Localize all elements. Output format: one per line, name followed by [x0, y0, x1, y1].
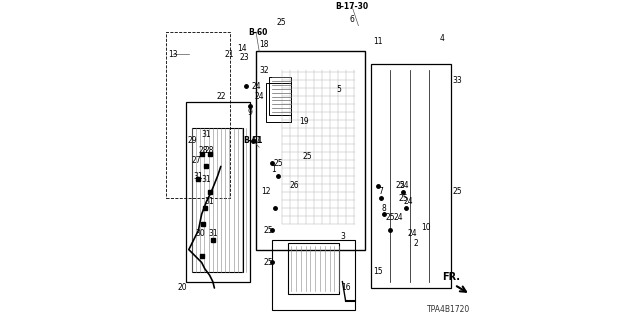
Text: 20: 20	[177, 284, 188, 292]
Text: 31: 31	[202, 175, 211, 184]
Bar	[288, 243, 339, 294]
Text: 23: 23	[240, 53, 250, 62]
Text: B-17-30: B-17-30	[335, 2, 369, 11]
Bar	[266, 83, 291, 122]
Text: 31: 31	[208, 229, 218, 238]
Text: 24: 24	[408, 229, 418, 238]
Text: 25: 25	[385, 213, 396, 222]
Text: 27: 27	[192, 156, 202, 164]
Text: 12: 12	[261, 188, 270, 196]
Text: 25: 25	[273, 159, 284, 168]
Text: 1: 1	[271, 165, 276, 174]
Text: 15: 15	[372, 268, 383, 276]
Text: 29: 29	[187, 136, 197, 145]
Text: 9: 9	[247, 108, 252, 116]
Text: B-60: B-60	[248, 28, 268, 36]
Text: 7: 7	[378, 188, 383, 196]
Text: 33: 33	[452, 76, 463, 84]
Text: 2: 2	[413, 239, 419, 248]
Text: 6: 6	[349, 15, 355, 24]
Text: 8: 8	[381, 204, 387, 212]
Bar	[256, 51, 365, 250]
Text: 17: 17	[251, 136, 261, 145]
Text: 11: 11	[373, 37, 382, 46]
Text: 32: 32	[259, 66, 269, 75]
Text: 25: 25	[264, 258, 274, 267]
Text: 24: 24	[251, 82, 261, 91]
Bar	[166, 32, 230, 198]
Text: 31: 31	[205, 197, 214, 206]
Text: 24: 24	[403, 197, 413, 206]
Text: 22: 22	[216, 92, 225, 100]
Text: 16: 16	[340, 284, 351, 292]
Text: 25: 25	[398, 194, 408, 203]
Text: 28: 28	[198, 146, 208, 155]
Text: 28: 28	[205, 146, 214, 155]
Text: 24: 24	[254, 92, 264, 100]
Text: 31: 31	[202, 130, 211, 139]
Text: 25: 25	[452, 188, 463, 196]
Text: 10: 10	[420, 223, 431, 232]
Text: 25: 25	[302, 152, 312, 161]
Text: B-61: B-61	[243, 136, 262, 145]
Text: 4: 4	[439, 34, 444, 43]
Text: 19: 19	[299, 117, 309, 126]
Text: 5: 5	[337, 85, 342, 94]
Text: 14: 14	[237, 44, 246, 52]
Text: 25: 25	[395, 181, 405, 190]
Bar	[272, 240, 355, 310]
Bar	[192, 128, 243, 272]
Text: TPA4B1720: TPA4B1720	[427, 305, 470, 314]
Text: 26: 26	[289, 181, 300, 190]
Text: 3: 3	[340, 232, 345, 241]
Bar	[186, 102, 250, 282]
Text: FR.: FR.	[442, 272, 460, 282]
Text: 31: 31	[193, 172, 204, 180]
Bar	[269, 77, 291, 115]
Text: 21: 21	[224, 50, 234, 59]
Text: 25: 25	[276, 18, 287, 27]
Text: 30: 30	[195, 229, 205, 238]
Bar	[371, 64, 451, 288]
Text: 13: 13	[168, 50, 178, 59]
Text: 24: 24	[394, 213, 403, 222]
Text: 18: 18	[259, 40, 269, 49]
Text: 24: 24	[400, 181, 410, 190]
Text: 25: 25	[264, 226, 274, 235]
